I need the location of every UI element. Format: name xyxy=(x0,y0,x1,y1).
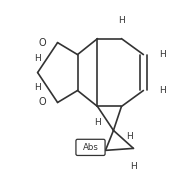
Text: O: O xyxy=(39,98,47,108)
Text: H: H xyxy=(159,50,166,59)
Text: H: H xyxy=(130,162,137,171)
Text: H: H xyxy=(34,83,41,92)
Text: H: H xyxy=(159,86,166,95)
FancyBboxPatch shape xyxy=(76,139,105,155)
Text: H: H xyxy=(94,118,101,127)
Text: O: O xyxy=(39,38,47,48)
Text: Abs: Abs xyxy=(83,143,98,152)
Text: H: H xyxy=(126,132,133,141)
Text: H: H xyxy=(118,16,125,25)
Text: H: H xyxy=(34,54,41,63)
